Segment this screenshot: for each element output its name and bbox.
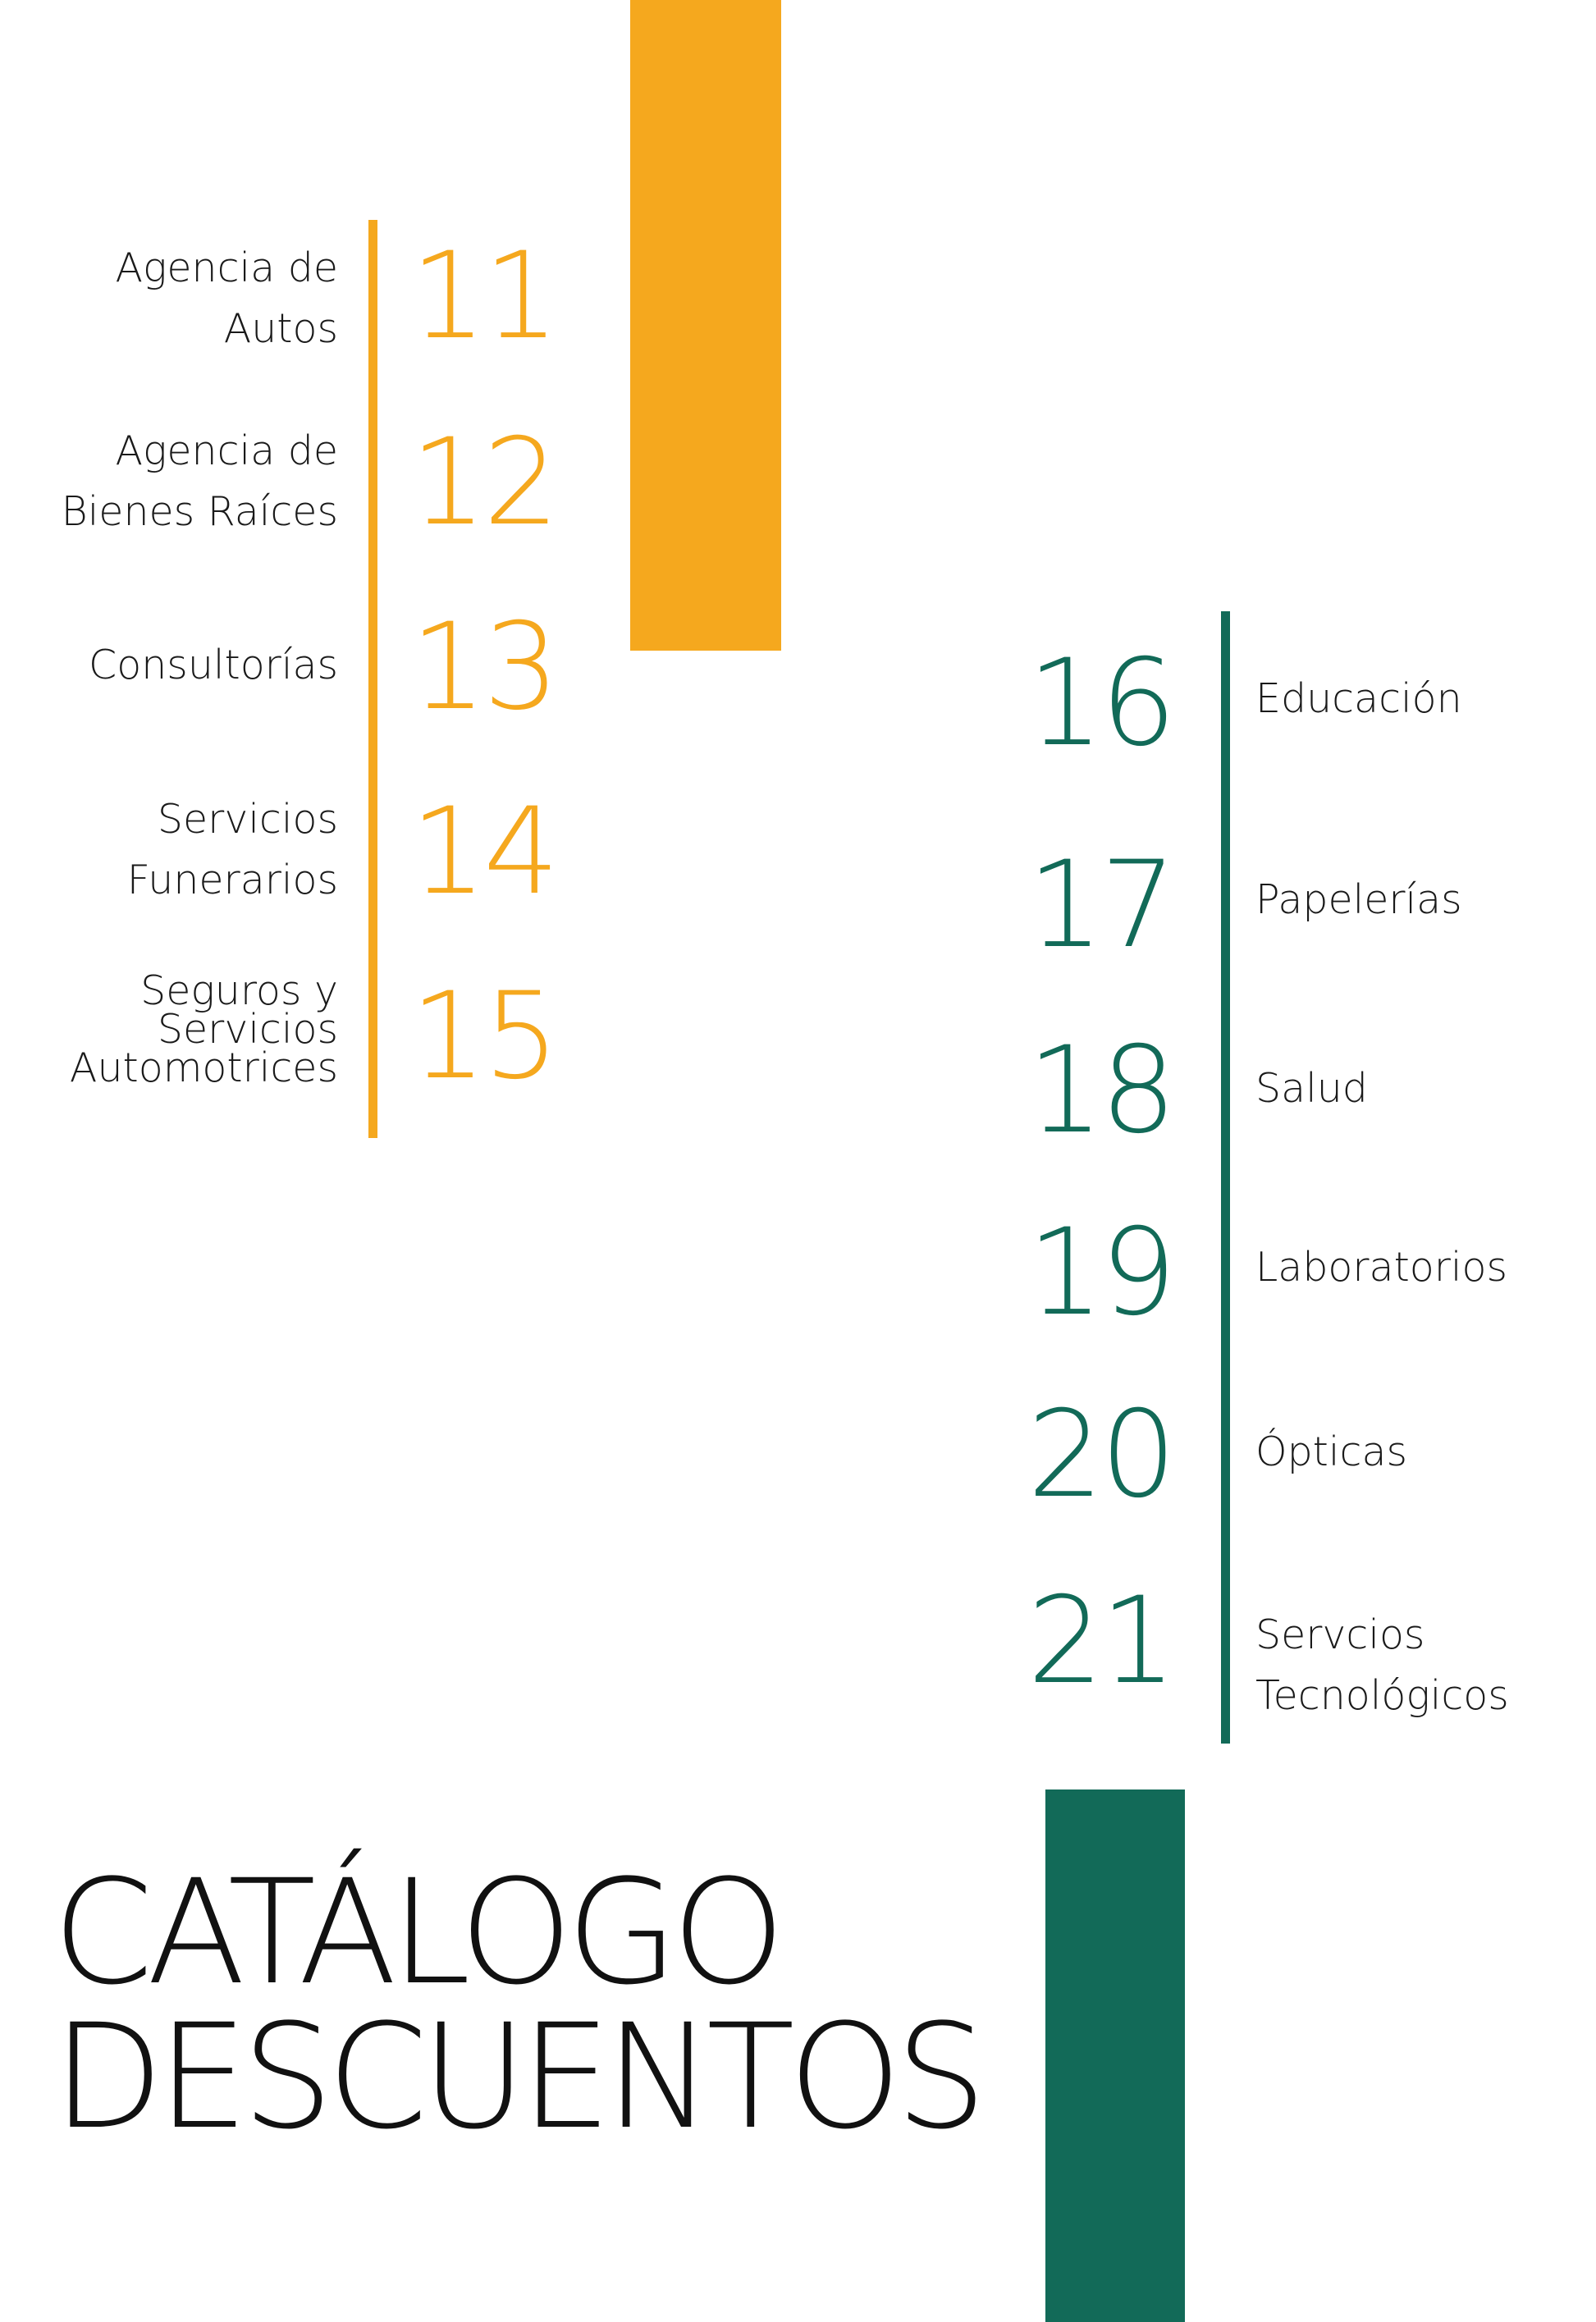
title-line-2: DESCUENTOS <box>53 1993 987 2161</box>
index-label-15: Seguros y Servicios Automotrices <box>69 967 338 1091</box>
index-label-20: Ópticas <box>1255 1428 1407 1475</box>
index-number-15[interactable]: 15 <box>410 967 560 1106</box>
index-number-18[interactable]: 18 <box>1027 1021 1177 1160</box>
green-accent-block <box>1045 1789 1185 2322</box>
title-line-1: CATÁLOGO <box>53 1849 785 2017</box>
index-number-11[interactable]: 11 <box>410 226 560 366</box>
index-number-14[interactable]: 14 <box>410 782 560 921</box>
index-number-21[interactable]: 21 <box>1027 1571 1177 1711</box>
index-label-12: Agencia de Bienes Raíces <box>61 427 338 535</box>
index-label-21: Servcios Tecnológicos <box>1255 1611 1509 1719</box>
index-label-11: Agencia de Autos <box>115 245 338 352</box>
orange-accent-block <box>630 0 781 651</box>
index-number-17[interactable]: 17 <box>1027 835 1177 975</box>
catalog-title: CATÁLOGO DESCUENTOS <box>53 1849 987 2161</box>
index-label-14: Servicios Funerarios <box>126 796 338 903</box>
index-number-20[interactable]: 20 <box>1027 1385 1177 1524</box>
index-number-19[interactable]: 19 <box>1027 1203 1177 1342</box>
index-number-13[interactable]: 13 <box>410 597 560 737</box>
left-divider-line <box>368 220 377 1138</box>
index-label-13: Consultorías <box>89 642 338 688</box>
index-number-12[interactable]: 12 <box>410 413 560 552</box>
index-label-19: Laboratorios <box>1255 1244 1508 1291</box>
index-label-16: Educación <box>1255 675 1462 722</box>
index-label-17: Papelerías <box>1255 876 1462 923</box>
index-label-18: Salud <box>1255 1065 1368 1112</box>
index-number-16[interactable]: 16 <box>1027 633 1177 773</box>
right-divider-line <box>1221 611 1230 1744</box>
